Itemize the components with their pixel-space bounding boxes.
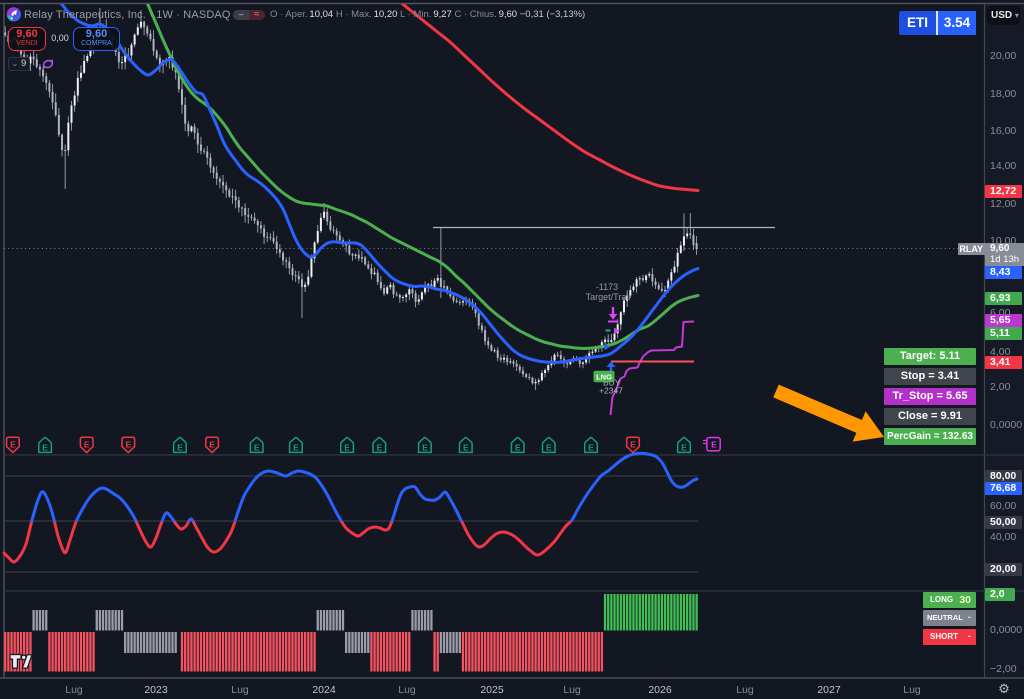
- svg-text:+2347: +2347: [599, 386, 623, 396]
- svg-text:-1173: -1173: [596, 282, 618, 292]
- svg-text:E: E: [177, 442, 183, 452]
- svg-text:E: E: [42, 442, 48, 452]
- svg-text:E: E: [588, 442, 594, 452]
- svg-text:LNG: LNG: [596, 372, 612, 381]
- svg-text:E: E: [293, 442, 299, 452]
- svg-text:E: E: [546, 442, 552, 452]
- svg-text:E: E: [463, 442, 469, 452]
- svg-text:BUY: BUY: [603, 378, 621, 388]
- svg-text:E: E: [209, 440, 215, 450]
- svg-text:E: E: [125, 440, 131, 450]
- svg-text:E: E: [515, 442, 521, 452]
- svg-text:Target/Trail: Target/Trail: [586, 292, 631, 302]
- svg-text:E: E: [422, 442, 428, 452]
- svg-text:E: E: [711, 440, 717, 450]
- svg-text:E: E: [344, 442, 350, 452]
- svg-text:E: E: [84, 440, 90, 450]
- svg-text:E: E: [630, 440, 636, 450]
- svg-text:E: E: [376, 442, 382, 452]
- svg-text:E: E: [10, 440, 16, 450]
- svg-text:E: E: [681, 442, 687, 452]
- svg-text:E: E: [254, 442, 260, 452]
